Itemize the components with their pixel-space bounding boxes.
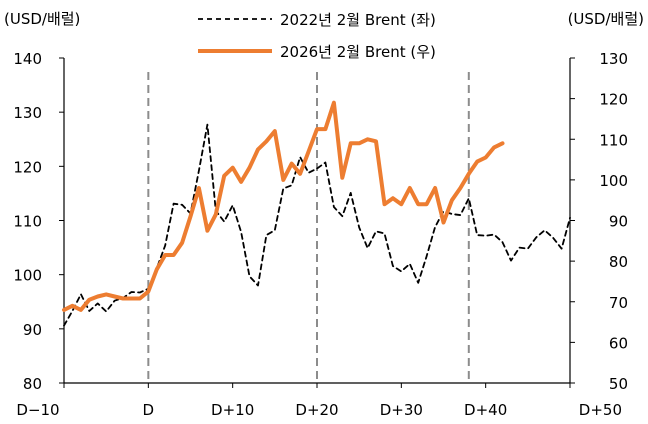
right-tick-label: 50 (609, 375, 628, 393)
right-tick-label: 120 (599, 91, 628, 109)
series-lines (62, 100, 571, 327)
left-tick-label: 130 (13, 104, 42, 122)
right-tick-label: 80 (609, 253, 628, 271)
series-line-2026-brent (62, 100, 505, 312)
right-tick-label: 130 (599, 50, 628, 68)
legend-label: 2022년 2월 Brent (좌) (280, 11, 436, 29)
legend-label: 2026년 2월 Brent (우) (280, 43, 436, 61)
x-tick-label: D+50 (579, 401, 622, 419)
left-tick-label: 90 (23, 321, 42, 339)
right-axis-unit-label: (USD/배럴) (568, 10, 644, 28)
x-tick-label: D+30 (380, 401, 423, 419)
axes: (USD/배럴) (USD/배럴) 80 90 100 110 120 130 140 50 6… (4, 10, 644, 419)
right-tick-label: 90 (609, 213, 628, 231)
right-tick-label: 110 (599, 131, 628, 149)
right-tick-label: 60 (609, 334, 628, 352)
reference-lines (147, 72, 470, 383)
legend: 2022년 2월 Brent (좌) 2026년 2월 Brent (우) (198, 11, 436, 61)
left-tick-label: 120 (13, 158, 42, 176)
left-tick-label: 140 (13, 50, 42, 68)
x-tick-label: D (143, 401, 155, 419)
x-tick-label: D+20 (295, 401, 338, 419)
left-tick-label: 80 (23, 375, 42, 393)
left-tick-label: 110 (13, 213, 42, 231)
right-tick-label: 100 (599, 172, 628, 190)
x-tick-label: D+40 (464, 401, 507, 419)
x-tick-label: D−10 (16, 401, 59, 419)
x-tick-label: D+10 (211, 401, 254, 419)
right-tick-label: 70 (609, 294, 628, 312)
left-axis-unit-label: (USD/배럴) (4, 10, 80, 28)
left-tick-label: 100 (13, 267, 42, 285)
